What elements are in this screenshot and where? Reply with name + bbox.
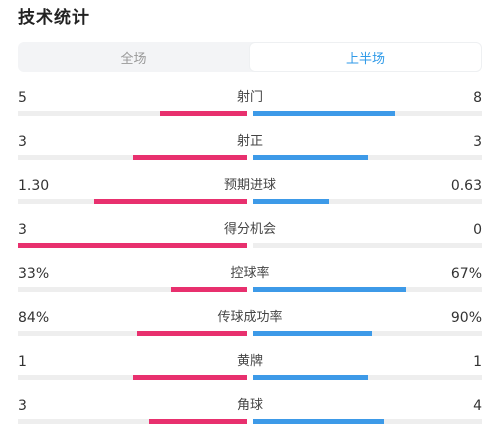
away-value: 90% [450,310,482,326]
away-value: 0.63 [450,178,482,194]
period-tabs: 全场 上半场 [18,42,482,72]
tab-full-match[interactable]: 全场 [120,51,147,67]
home-value: 1 [18,354,27,370]
stat-label: 得分机会 [223,222,276,237]
home-bar-track [18,155,247,160]
home-bar-track [18,111,247,116]
page-title: 技术统计 [18,8,90,28]
stat-row-corners: 3 角球 4 [18,390,482,434]
stat-list: 5 射门 8 3 射正 3 1.30 预期进球 0.63 3 得分机会 0 [18,82,482,434]
home-bar [137,331,247,336]
home-bar [171,287,247,292]
home-value: 1.30 [18,178,50,194]
home-bar-track [18,419,247,424]
tab-first-half[interactable]: 上半场 [249,42,482,72]
away-bar-track [253,375,482,380]
away-value: 3 [473,134,482,150]
home-bar [132,155,247,160]
home-value: 3 [18,398,27,414]
stat-label: 射门 [236,90,263,105]
home-value: 3 [18,222,27,238]
stat-row-shots: 5 射门 8 [18,82,482,126]
stat-row-expected-goals: 1.30 预期进球 0.63 [18,170,482,214]
stat-label: 控球率 [230,266,270,281]
away-value: 0 [473,222,482,238]
away-value: 4 [473,398,482,414]
stat-label: 射正 [236,134,263,149]
away-bar-track [253,199,482,204]
home-bar-track [18,331,247,336]
home-value: 84% [18,310,50,326]
away-bar [253,419,384,424]
away-value: 1 [473,354,482,370]
away-bar [253,155,368,160]
away-bar-track [253,111,482,116]
away-bar-track [253,287,482,292]
away-value: 67% [450,266,482,282]
away-bar [253,375,368,380]
stat-row-yellow-cards: 1 黄牌 1 [18,346,482,390]
stat-row-possession: 33% 控球率 67% [18,258,482,302]
away-value: 8 [473,90,482,106]
away-bar [253,199,329,204]
away-bar [253,331,373,336]
home-bar-track [18,375,247,380]
home-bar [18,243,247,248]
stat-row-pass-accuracy: 84% 传球成功率 90% [18,302,482,346]
stat-row-big-chances: 3 得分机会 0 [18,214,482,258]
away-bar-track [253,331,482,336]
stat-label: 角球 [236,398,263,413]
stat-label: 预期进球 [223,178,276,193]
home-bar [132,375,247,380]
away-bar-track [253,155,482,160]
home-bar [148,419,247,424]
home-bar-track [18,287,247,292]
stat-row-shots-on-target: 3 射正 3 [18,126,482,170]
stat-label: 黄牌 [236,354,263,369]
away-bar-track [253,243,482,248]
home-bar-track [18,199,247,204]
home-bar-track [18,243,247,248]
away-bar-track [253,419,482,424]
away-bar [253,287,407,292]
home-bar [159,111,247,116]
stat-label: 传球成功率 [217,310,283,325]
away-bar [253,111,395,116]
home-value: 3 [18,134,27,150]
home-value: 33% [18,266,50,282]
home-bar [93,199,247,204]
home-value: 5 [18,90,27,106]
